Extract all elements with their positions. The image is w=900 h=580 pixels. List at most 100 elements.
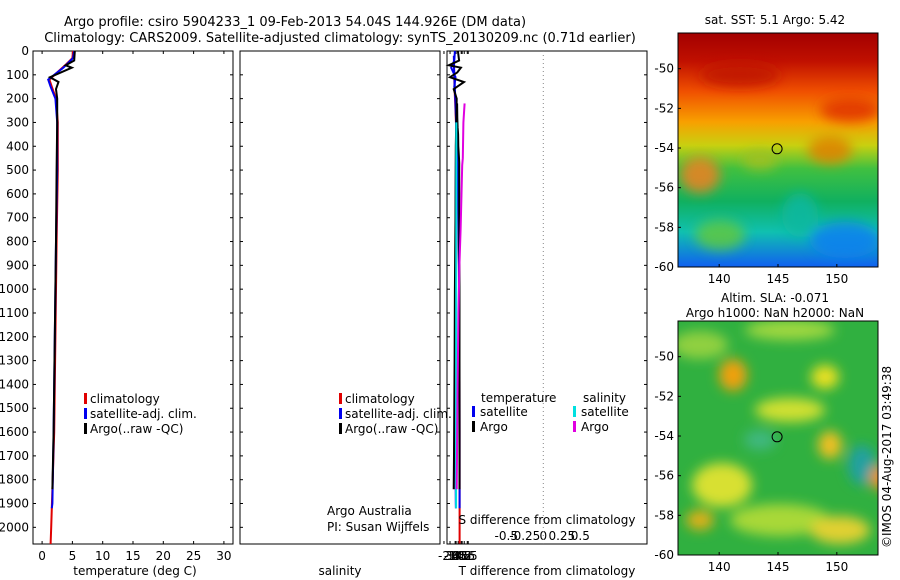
argo-location-marker — [771, 431, 783, 443]
temperature-legend: climatology satellite-adj. clim. Argo(..… — [84, 392, 197, 436]
depth-tick-label: 1600 — [0, 425, 29, 439]
legend-swatch-s-satellite — [573, 406, 576, 417]
difference-legend: temperature salinity satellite Argo sate… — [472, 391, 629, 434]
legend-label-satellite: satellite-adj. clim. — [345, 407, 452, 421]
sla-map: Altim. SLA: -0.071 Argo h1000: NaN h2000… — [654, 291, 879, 574]
legend-title-temperature: temperature — [481, 391, 556, 405]
figure-title-line2: Climatology: CARS2009. Satellite-adjuste… — [44, 31, 636, 46]
x-tick-label: 5 — [69, 549, 77, 563]
legend-swatch-climatology — [339, 393, 342, 404]
pi-label: PI: Susan Wijffels — [327, 520, 429, 534]
depth-tick-label: 400 — [6, 139, 29, 153]
x-tick-label: 20 — [156, 549, 171, 563]
s-difference-x-axis: -0.5-0.2500.250.5 — [495, 51, 590, 544]
depth-axis: 0 100 200 300 400 500 600 700 800 900 1000 1100 1200… — [0, 44, 233, 534]
copyright-timestamp: ©IMOS 04-Aug-2017 03:49:38 — [880, 366, 894, 548]
sla-map-title-line1: Altim. SLA: -0.071 — [721, 291, 829, 305]
sla-map-lon-axis: 140 145 150 — [708, 552, 848, 574]
legend-label-s-satellite: satellite — [581, 405, 629, 419]
sst-heatmap — [678, 33, 878, 267]
sla-heatmap — [678, 321, 878, 555]
legend-label-argo: Argo(..raw -QC) — [90, 422, 183, 436]
s-tick-label: 0.5 — [571, 529, 590, 543]
s-tick-label: -0.5 — [495, 529, 518, 543]
depth-tick-label: 2000 — [0, 520, 29, 534]
temperature-panel: 0100200300400500600700800900100011001200… — [0, 44, 234, 578]
legend-label-t-argo: Argo — [480, 420, 508, 434]
series-line-temperature-argo — [445, 50, 467, 490]
depth-tick-label: 700 — [6, 211, 29, 225]
x-tick-label: 1 — [458, 549, 466, 563]
depth-tick-label: 1400 — [0, 377, 29, 391]
x-tick-label: 15 — [125, 549, 140, 563]
x-tick-label: 36 — [460, 549, 475, 563]
s-tick-label: -0.25 — [509, 529, 540, 543]
legend-label-argo: Argo(..raw -QC) — [345, 422, 438, 436]
sst-map-lon-axis: 140 145 150 — [708, 264, 848, 286]
lat-tick-label: -60 — [654, 548, 674, 562]
depth-tick-label: 1200 — [0, 330, 29, 344]
depth-tick-label: 0 — [21, 44, 29, 58]
depth-tick-label: 1100 — [0, 306, 29, 320]
x-tick-label: 34.5 — [445, 549, 472, 563]
sla-map-lat-axis: -50 -52 -54 -56 -58 -60 — [654, 350, 681, 562]
depth-tick-label: 1900 — [0, 497, 29, 511]
x-tick-label: 35 — [454, 549, 469, 563]
x-tick-label: 35.5 — [451, 549, 478, 563]
salinity-x-label: salinity — [318, 564, 361, 578]
depth-tick-label: 1000 — [0, 282, 29, 296]
legend-swatch-argo — [84, 423, 87, 434]
t-difference-x-label: T difference from climatology — [458, 564, 636, 578]
depth-tick-label: 1700 — [0, 449, 29, 463]
x-tick-label: 0 — [38, 549, 46, 563]
lat-tick-label: -54 — [654, 429, 674, 443]
depth-tick-label: 1300 — [0, 354, 29, 368]
legend-swatch-t-argo — [472, 421, 475, 432]
legend-swatch-satellite — [84, 408, 87, 419]
depth-tick-label: 600 — [6, 187, 29, 201]
x-tick-label: 10 — [95, 549, 110, 563]
temperature-x-label: temperature (deg C) — [73, 564, 196, 578]
legend-label-climatology: climatology — [90, 392, 160, 406]
argo-australia-label: Argo Australia — [327, 504, 412, 518]
temperature-series — [47, 50, 76, 545]
difference-depth-ticks — [447, 50, 647, 528]
series-line-argo-raw-qc — [47, 50, 76, 490]
lat-tick-label: -58 — [654, 508, 674, 522]
argo-location-marker — [771, 143, 783, 155]
difference-plot-frame — [446, 50, 648, 545]
sla-map-title-line2: Argo h1000: NaN h2000: NaN — [686, 306, 864, 320]
x-tick-label: 25 — [186, 549, 201, 563]
difference-series — [445, 50, 467, 509]
series-line-satellite-adj-clim — [47, 50, 76, 509]
depth-tick-label: 300 — [6, 115, 29, 129]
temperature-plot-frame — [32, 50, 234, 545]
legend-swatch-s-argo — [573, 421, 576, 432]
legend-swatch-t-satellite — [472, 406, 475, 417]
lat-tick-label: -56 — [654, 181, 674, 195]
legend-label-satellite: satellite-adj. clim. — [90, 407, 197, 421]
lat-tick-label: -52 — [654, 389, 674, 403]
depth-tick-label: 1500 — [0, 401, 29, 415]
legend-swatch-argo — [339, 423, 342, 434]
lon-tick-label: 145 — [767, 560, 790, 574]
legend-swatch-satellite — [339, 408, 342, 419]
lat-tick-label: -56 — [654, 469, 674, 483]
s-difference-label: S difference from climatology — [459, 513, 636, 527]
lat-tick-label: -50 — [654, 350, 674, 364]
x-tick-label: -1 — [444, 549, 456, 563]
lon-tick-label: 140 — [708, 272, 731, 286]
depth-tick-label: 200 — [6, 92, 29, 106]
depth-tick-label: 100 — [6, 68, 29, 82]
legend-label-climatology: climatology — [345, 392, 415, 406]
lon-tick-label: 140 — [708, 560, 731, 574]
sst-map-lat-axis: -50 -52 -54 -56 -58 -60 — [654, 62, 681, 274]
sst-map: sat. SST: 5.1 Argo: 5.42 140 145 150 -50-5… — [654, 13, 879, 286]
lat-tick-label: -60 — [654, 260, 674, 274]
figure-title-line1: Argo profile: csiro 5904233_1 09-Feb-201… — [64, 15, 526, 30]
x-tick-label: -2 — [438, 549, 450, 563]
